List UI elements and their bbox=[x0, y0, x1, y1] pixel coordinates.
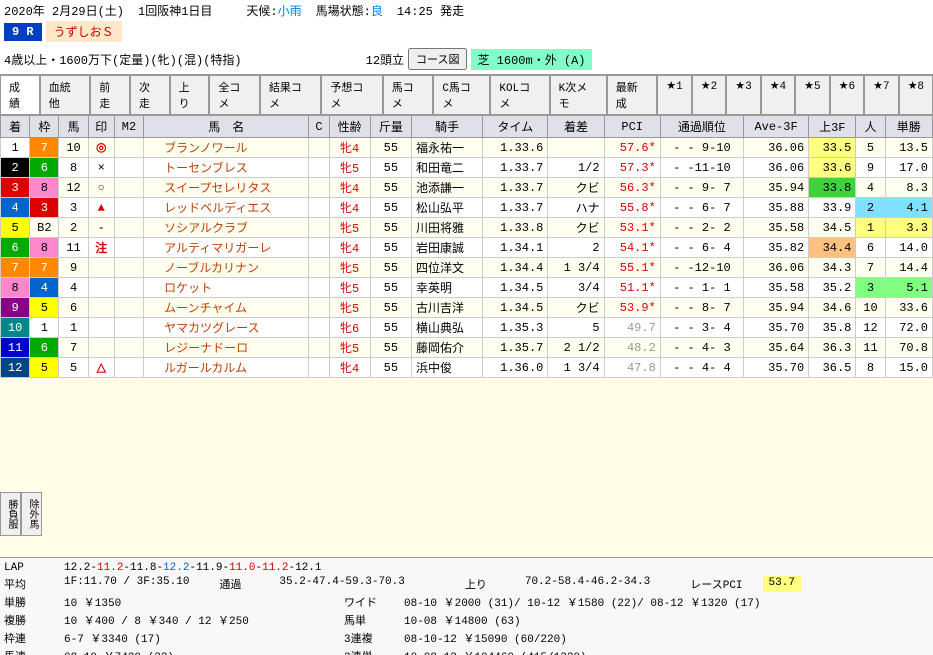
lap-times: 12.2-11.2-11.8-12.2-11.9-11.0-11.2-12.1 bbox=[64, 562, 322, 574]
race-pci: 53.7 bbox=[763, 576, 801, 592]
table-row[interactable]: 3812○スイープセレリタス牝455池添謙一1.33.7クビ56.3*- - 9… bbox=[1, 178, 933, 198]
conditions: 4歳以上・1600万下(定量)(牝)(混)(特指) bbox=[4, 51, 242, 68]
horse-name: スイープセレリタス bbox=[144, 178, 309, 198]
race-number: 9 R bbox=[4, 23, 42, 41]
table-row[interactable]: 5B22-ソシアルクラブ牝555川田将雅1.33.8クビ53.1*- - 2- … bbox=[1, 218, 933, 238]
tab-20[interactable]: ★8 bbox=[899, 75, 933, 114]
results-table: 着枠馬印M2馬 名C性齢斤量騎手タイム着差PCI通過順位Ave-3F上3F人単勝… bbox=[0, 115, 933, 378]
payout-row: 単勝10 ￥1350ワイド08-10 ￥2000 (31)/ 10-12 ￥15… bbox=[4, 594, 929, 610]
tab-10[interactable]: KOLコメ bbox=[490, 75, 549, 114]
horse-name: レジーナドーロ bbox=[144, 338, 309, 358]
horse-name: ブランノワール bbox=[144, 138, 309, 158]
horse-name: アルティマリガーレ bbox=[144, 238, 309, 258]
tab-0[interactable]: 成績 bbox=[0, 75, 40, 114]
horse-name: トーセンブレス bbox=[144, 158, 309, 178]
col-header[interactable]: Ave-3F bbox=[743, 116, 808, 138]
tab-7[interactable]: 予想コメ bbox=[321, 75, 382, 114]
col-header[interactable]: 性齢 bbox=[329, 116, 370, 138]
tab-2[interactable]: 前走 bbox=[90, 75, 130, 114]
tab-5[interactable]: 全コメ bbox=[209, 75, 260, 114]
tab-11[interactable]: K次メモ bbox=[550, 75, 607, 114]
horse-name: レッドベルディエス bbox=[144, 198, 309, 218]
side-tab[interactable]: 除外馬 bbox=[21, 492, 42, 536]
tab-8[interactable]: 馬コメ bbox=[383, 75, 434, 114]
table-row[interactable]: 1255△ルガールカルム牝455浜中俊1.36.01 3/447.8- - 4-… bbox=[1, 358, 933, 378]
field-size: 12頭立 bbox=[366, 51, 404, 68]
horse-name: ムーンチャイム bbox=[144, 298, 309, 318]
col-header[interactable]: 斤量 bbox=[370, 116, 411, 138]
col-header[interactable]: 着差 bbox=[548, 116, 604, 138]
table-row[interactable]: 433▲レッドベルディエス牝455松山弘平1.33.7ハナ55.8*- - 6-… bbox=[1, 198, 933, 218]
blank-area bbox=[0, 378, 933, 558]
tabs: 成績血統他前走次走上り全コメ結果コメ予想コメ馬コメC馬コメKOLコメK次メモ最新… bbox=[0, 75, 933, 115]
meeting: 1回阪神1日目 bbox=[138, 2, 212, 19]
col-header[interactable]: 上3F bbox=[809, 116, 856, 138]
tab-1[interactable]: 血統他 bbox=[40, 75, 91, 114]
col-header[interactable]: 枠 bbox=[30, 116, 59, 138]
footer: LAP 12.2-11.2-11.8-12.2-11.9-11.0-11.2-1… bbox=[0, 558, 933, 655]
weather: 小雨 bbox=[278, 5, 302, 19]
tab-3[interactable]: 次走 bbox=[130, 75, 170, 114]
tab-17[interactable]: ★5 bbox=[795, 75, 829, 114]
track-cond: 良 bbox=[371, 5, 383, 19]
tab-19[interactable]: ★7 bbox=[864, 75, 898, 114]
course-info: 芝 1600m・外 (A) bbox=[471, 49, 591, 70]
tab-18[interactable]: ★6 bbox=[830, 75, 864, 114]
col-header[interactable]: 通過順位 bbox=[660, 116, 743, 138]
col-header[interactable]: 着 bbox=[1, 116, 30, 138]
table-row[interactable]: 268×トーセンブレス牝555和田竜二1.33.71/257.3*- -11-1… bbox=[1, 158, 933, 178]
post-time: 14:25 発走 bbox=[397, 2, 464, 19]
tab-16[interactable]: ★4 bbox=[761, 75, 795, 114]
col-header[interactable]: 馬 名 bbox=[144, 116, 309, 138]
table-row[interactable]: 844ロケット牝555幸英明1.34.53/451.1*- - 1- 135.5… bbox=[1, 278, 933, 298]
table-row[interactable]: 6811注アルティマリガーレ牝455岩田康誠1.34.1254.1*- - 6-… bbox=[1, 238, 933, 258]
horse-name: ソシアルクラブ bbox=[144, 218, 309, 238]
col-header[interactable]: 単勝 bbox=[885, 116, 932, 138]
col-header[interactable]: M2 bbox=[114, 116, 143, 138]
tab-15[interactable]: ★3 bbox=[726, 75, 760, 114]
horse-name: ロケット bbox=[144, 278, 309, 298]
table-row[interactable]: 956ムーンチャイム牝555古川吉洋1.34.5クビ53.9*- - 8- 73… bbox=[1, 298, 933, 318]
side-tab[interactable]: 勝負服 bbox=[0, 492, 21, 536]
col-header[interactable]: 騎手 bbox=[411, 116, 482, 138]
race-date: 2020年 2月29日(土) bbox=[4, 2, 124, 19]
tab-4[interactable]: 上り bbox=[170, 75, 210, 114]
course-diagram-button[interactable]: コース図 bbox=[408, 48, 467, 70]
tab-12[interactable]: 最新成 bbox=[607, 75, 658, 114]
table-row[interactable]: 779ノーブルカリナン牝555四位洋文1.34.41 3/455.1*- -12… bbox=[1, 258, 933, 278]
payout-row: 馬連08-10 ￥7420 (32)3連単10-08-12 ￥104460 (4… bbox=[4, 648, 929, 655]
table-row[interactable]: 1011ヤマカツグレース牝655横山典弘1.35.3549.7- - 3- 43… bbox=[1, 318, 933, 338]
payout-row: 枠連6-7 ￥3340 (17)3連複08-10-12 ￥15090 (60/2… bbox=[4, 630, 929, 646]
col-header[interactable]: 馬 bbox=[59, 116, 88, 138]
tab-13[interactable]: ★1 bbox=[657, 75, 691, 114]
tab-6[interactable]: 結果コメ bbox=[260, 75, 321, 114]
col-header[interactable]: PCI bbox=[604, 116, 660, 138]
payout-row: 複勝10 ￥400 / 8 ￥340 / 12 ￥250馬単10-08 ￥148… bbox=[4, 612, 929, 628]
subheader: 4歳以上・1600万下(定量)(牝)(混)(特指) 12頭立 コース図 芝 16… bbox=[0, 46, 933, 75]
table-row[interactable]: 1710◎ブランノワール牝455福永祐一1.33.657.6*- - 9-103… bbox=[1, 138, 933, 158]
col-header[interactable]: タイム bbox=[483, 116, 548, 138]
tab-14[interactable]: ★2 bbox=[692, 75, 726, 114]
race-name: うずしおＳ bbox=[46, 21, 122, 42]
col-header[interactable]: 人 bbox=[856, 116, 885, 138]
col-header[interactable]: C bbox=[309, 116, 329, 138]
horse-name: ノーブルカリナン bbox=[144, 258, 309, 278]
col-header[interactable]: 印 bbox=[88, 116, 114, 138]
tab-9[interactable]: C馬コメ bbox=[433, 75, 490, 114]
table-row[interactable]: 1167レジーナドーロ牝555藤岡佑介1.35.72 1/248.2- - 4-… bbox=[1, 338, 933, 358]
horse-name: ヤマカツグレース bbox=[144, 318, 309, 338]
horse-name: ルガールカルム bbox=[144, 358, 309, 378]
header: 2020年 2月29日(土) 1回阪神1日目 天候:小雨 馬場状態:良 14:2… bbox=[0, 0, 933, 46]
